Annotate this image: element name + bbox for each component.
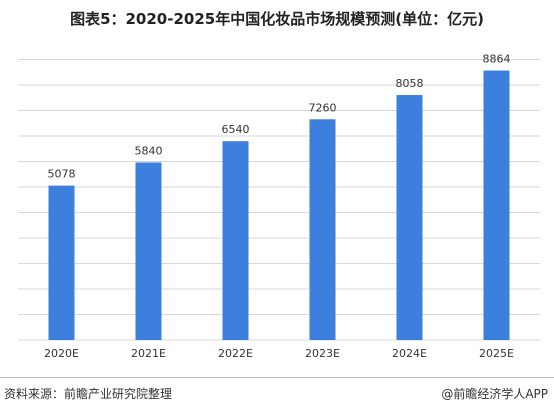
footer-divider bbox=[0, 377, 554, 378]
bar-2020E bbox=[48, 185, 75, 340]
value-label-2021E: 5840 bbox=[135, 144, 163, 157]
x-tick-2023E: 2023E bbox=[305, 347, 340, 360]
x-tick-2020E: 2020E bbox=[44, 347, 79, 360]
brand-credit: @前瞻经济学人APP bbox=[441, 387, 548, 401]
chart-title: 图表5：2020-2025年中国化妆品市场规模预测(单位：亿元) bbox=[70, 10, 484, 28]
x-tick-2022E: 2022E bbox=[218, 347, 253, 360]
bar-2023E bbox=[309, 119, 336, 341]
bar-2021E bbox=[135, 162, 162, 340]
x-tick-2021E: 2021E bbox=[131, 347, 166, 360]
bar-2025E bbox=[483, 70, 510, 341]
bar-2024E bbox=[396, 95, 423, 340]
x-tick-labels: 2020E 2021E 2022E 2023E 2024E 2025E bbox=[44, 347, 514, 360]
source-note: 资料来源：前瞻产业研究院整理 bbox=[4, 387, 173, 401]
value-labels: 5078 5840 6540 7260 8058 8864 bbox=[48, 53, 511, 181]
value-label-2025E: 8864 bbox=[483, 53, 511, 66]
x-tick-2024E: 2024E bbox=[392, 347, 427, 360]
x-tick-2025E: 2025E bbox=[479, 347, 514, 360]
gridlines bbox=[18, 59, 540, 341]
bar-2022E bbox=[222, 141, 249, 340]
value-label-2020E: 5078 bbox=[48, 168, 76, 181]
bars bbox=[48, 70, 510, 341]
value-label-2023E: 7260 bbox=[309, 101, 337, 114]
value-label-2022E: 6540 bbox=[222, 123, 250, 136]
value-label-2024E: 8058 bbox=[396, 77, 424, 90]
